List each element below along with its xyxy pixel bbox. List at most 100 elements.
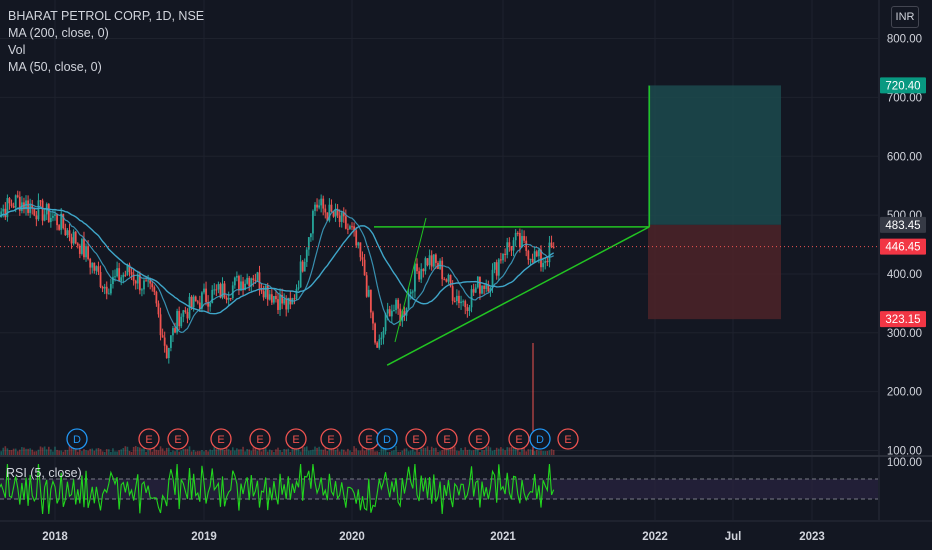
volume-bar — [168, 447, 170, 455]
volume-bar — [41, 447, 44, 455]
candle-body — [33, 207, 36, 216]
event-circle — [285, 428, 307, 450]
volume-bar — [62, 451, 65, 455]
candle-body — [198, 302, 201, 309]
volume-bar — [215, 449, 218, 455]
earnings-marker[interactable]: E — [405, 428, 427, 450]
volume-bar — [527, 449, 530, 455]
volume-bar — [39, 446, 42, 455]
volume-bar — [310, 450, 312, 455]
volume-bar — [514, 447, 517, 455]
candle-body — [277, 299, 279, 310]
candle-body — [483, 285, 486, 289]
volume-bar — [345, 451, 347, 455]
volume-bar — [60, 450, 63, 455]
volume-bar — [435, 447, 437, 455]
trend-drawings — [374, 85, 651, 366]
volume-bar — [474, 446, 477, 455]
earnings-marker[interactable]: E — [249, 428, 271, 450]
dividend-marker[interactable]: D — [66, 428, 88, 450]
volume-bar — [498, 448, 500, 455]
candle-body — [451, 286, 454, 301]
candle-body — [268, 294, 271, 300]
time-tick: 2021 — [490, 531, 516, 543]
volume-bar — [0, 451, 2, 455]
candle-body — [4, 208, 7, 218]
volume-bar — [27, 448, 29, 455]
candle-body — [219, 284, 222, 298]
candle-body — [443, 279, 446, 281]
candle-body — [207, 302, 210, 307]
ma200-legend[interactable]: MA (200, close, 0) — [8, 26, 109, 40]
volume-bar — [326, 450, 329, 455]
candle-body — [10, 203, 13, 207]
volume-bar — [74, 448, 77, 455]
candle-body — [147, 280, 150, 282]
candle-body — [161, 335, 164, 338]
volume-bar — [472, 450, 475, 455]
symbol-title[interactable]: BHARAT PETROL CORP, 1D, NSE — [8, 9, 205, 23]
stop-zone — [648, 224, 781, 320]
volume-bar — [114, 451, 116, 455]
volume-series — [0, 446, 555, 455]
event-label: E — [564, 434, 571, 446]
volume-bar — [2, 447, 5, 455]
volume-bar — [340, 449, 343, 455]
time-tick: 2022 — [642, 531, 668, 543]
volume-bar — [299, 451, 302, 455]
candle-body — [258, 272, 261, 290]
candle-body — [295, 288, 298, 299]
candle-body — [523, 236, 526, 241]
volume-bar — [234, 450, 236, 455]
candle-body — [322, 198, 325, 209]
volume-bar — [443, 448, 446, 455]
candle-body — [60, 213, 63, 230]
volume-bar — [108, 449, 110, 455]
earnings-marker[interactable]: E — [138, 428, 160, 450]
earnings-marker[interactable]: E — [508, 428, 530, 450]
volume-legend[interactable]: Vol — [8, 43, 26, 57]
event-circle — [376, 428, 398, 450]
volume-bar — [403, 448, 406, 455]
volume-bar — [50, 449, 52, 455]
volume-bar — [485, 447, 488, 455]
earnings-marker[interactable]: E — [210, 428, 232, 450]
volume-bar — [493, 449, 496, 455]
candle-body — [365, 275, 368, 297]
volume-bar — [103, 451, 106, 455]
candle-body — [47, 203, 50, 223]
earnings-marker[interactable]: E — [167, 428, 189, 450]
ma50-legend[interactable]: MA (50, close, 0) — [8, 60, 102, 74]
earnings-marker[interactable]: E — [320, 428, 342, 450]
volume-bar — [29, 448, 31, 455]
volume-bar — [487, 446, 490, 455]
candle-body — [264, 285, 267, 298]
earnings-marker[interactable]: E — [468, 428, 490, 450]
volume-bar — [525, 451, 528, 455]
rsi-legend[interactable]: RSI (5, close) — [6, 466, 82, 480]
event-circle — [210, 428, 232, 450]
candle-body — [466, 307, 469, 311]
volume-bar — [374, 451, 376, 455]
earnings-marker[interactable]: E — [557, 428, 579, 450]
rsi-line — [0, 463, 555, 515]
candle-body — [525, 240, 528, 251]
candle-body — [462, 301, 465, 303]
candle-body — [209, 303, 212, 307]
candle-body — [455, 295, 458, 302]
volume-bar — [516, 448, 519, 455]
dividend-marker[interactable]: D — [376, 428, 398, 450]
dividend-marker[interactable]: D — [529, 428, 551, 450]
earnings-marker[interactable]: E — [436, 428, 458, 450]
candle-body — [27, 200, 29, 213]
volume-bar — [139, 447, 141, 455]
earnings-marker[interactable]: E — [285, 428, 307, 450]
earnings-marker[interactable]: E — [358, 428, 380, 450]
candle-body — [182, 310, 185, 317]
currency-button[interactable]: INR — [891, 6, 919, 28]
candle-body — [318, 205, 321, 208]
candle-body — [81, 238, 83, 254]
volume-bar — [66, 449, 69, 455]
volume-bar — [384, 448, 387, 455]
